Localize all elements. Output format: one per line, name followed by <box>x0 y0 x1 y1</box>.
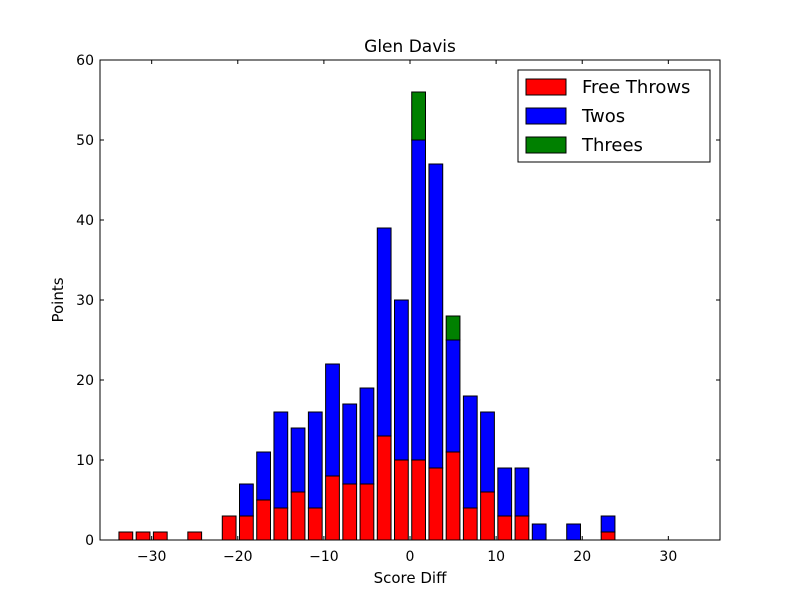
y-tick-label: 30 <box>76 293 94 309</box>
legend-label: Free Throws <box>582 77 690 98</box>
y-tick-label: 50 <box>76 133 94 149</box>
x-axis-title: Score Diff <box>374 569 447 587</box>
bar-twos <box>428 163 444 469</box>
x-tick-label: 0 <box>406 549 415 565</box>
bar-free-throws <box>600 531 616 541</box>
legend-swatch <box>525 107 567 125</box>
x-tick-label: −30 <box>137 549 167 565</box>
y-tick-label: 20 <box>76 373 94 389</box>
bars-layer <box>118 91 616 541</box>
bar-threes <box>445 315 461 341</box>
bar-free-throws <box>497 515 513 541</box>
bar-twos <box>566 523 582 541</box>
bar-twos <box>462 395 478 509</box>
bar-free-throws <box>462 507 478 541</box>
legend-swatch <box>525 78 567 96</box>
bar-twos <box>342 403 358 485</box>
bar-twos <box>600 515 616 533</box>
y-tick-label: 40 <box>76 213 94 229</box>
x-tick-label: 20 <box>573 549 591 565</box>
bar-twos <box>239 483 254 517</box>
bar-threes <box>411 91 427 141</box>
bar-free-throws <box>118 531 134 541</box>
bar-twos <box>497 467 513 517</box>
bar-free-throws <box>359 483 375 541</box>
bar-twos <box>273 411 289 509</box>
bar-twos <box>290 427 306 493</box>
x-tick-label: 30 <box>659 549 677 565</box>
bar-twos <box>325 363 340 477</box>
legend-label: Threes <box>581 135 643 156</box>
bar-free-throws <box>325 475 340 541</box>
bar-twos <box>256 451 272 501</box>
bar-twos <box>307 411 323 509</box>
legend-swatch <box>525 136 567 154</box>
bar-free-throws <box>480 491 495 541</box>
legend: Free Throws Twos Threes <box>517 69 711 163</box>
bar-free-throws <box>342 483 358 541</box>
bar-twos <box>411 139 427 461</box>
bar-free-throws <box>187 531 203 541</box>
y-axis-title: Points <box>49 277 67 322</box>
bar-twos <box>445 339 461 453</box>
axis-ticks: −30 −20 −10 0 10 20 30 0 10 20 30 40 50 60 <box>76 53 720 565</box>
bar-free-throws <box>273 507 289 541</box>
legend-label: Twos <box>581 106 625 127</box>
x-tick-label: −10 <box>309 549 339 565</box>
chart-title: Glen Davis <box>364 37 456 57</box>
bar-free-throws <box>256 499 272 541</box>
bar-twos <box>394 299 409 461</box>
bar-free-throws <box>135 531 151 541</box>
bar-free-throws <box>307 507 323 541</box>
bar-free-throws <box>394 459 409 541</box>
x-tick-label: −20 <box>223 549 253 565</box>
bar-free-throws <box>445 451 461 541</box>
bar-free-throws <box>428 467 444 541</box>
y-tick-label: 10 <box>76 453 94 469</box>
bar-free-throws <box>221 515 237 541</box>
bar-twos <box>480 411 495 493</box>
bar-free-throws <box>290 491 306 541</box>
bar-free-throws <box>514 515 530 541</box>
x-tick-label: 10 <box>487 549 505 565</box>
y-tick-label: 0 <box>85 533 94 549</box>
bar-twos <box>514 467 530 517</box>
bar-free-throws <box>152 531 168 541</box>
bar-free-throws <box>239 515 254 541</box>
bar-twos <box>531 523 547 541</box>
bar-free-throws <box>411 459 427 541</box>
bar-twos <box>376 227 392 437</box>
y-tick-label: 60 <box>76 53 94 69</box>
bar-free-throws <box>376 435 392 541</box>
bar-twos <box>359 387 375 485</box>
